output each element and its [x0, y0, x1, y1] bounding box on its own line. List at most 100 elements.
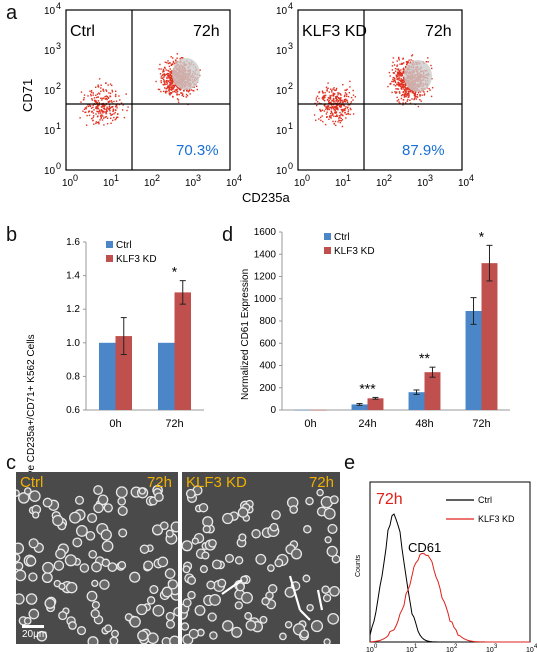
flow-event-dot — [343, 108, 346, 110]
flow-event-dot — [103, 117, 105, 119]
flow-event-dot — [164, 67, 166, 69]
flow-event-dot — [106, 117, 109, 119]
flow-event-dot — [117, 116, 119, 118]
flow-event-dot — [406, 60, 408, 63]
flow-event-dot — [401, 73, 403, 75]
flow-event-dot — [336, 104, 338, 106]
flow-event-dot — [168, 75, 170, 77]
y-tick-label: 1400 — [254, 249, 277, 260]
flow-event-dot — [328, 107, 330, 109]
flow-label-kd: KLF3 KD — [302, 23, 367, 40]
flow-event-dot — [337, 121, 339, 123]
flow-event-dot — [174, 62, 176, 65]
flow-event-dot — [403, 79, 405, 81]
flow-event-dot — [107, 97, 110, 99]
flow-event-dot — [91, 111, 93, 113]
legend-label-ctrl: Ctrl — [478, 495, 492, 505]
flow-event-dot — [396, 84, 398, 86]
arrow-indicator — [288, 575, 302, 611]
flow-event-dot — [115, 93, 117, 96]
flow-event-dot — [100, 112, 102, 114]
cell — [326, 545, 338, 558]
flow-event-dot — [333, 115, 335, 117]
flow-event-dot — [349, 86, 351, 88]
flow-event-dot — [163, 73, 165, 75]
flow-event-dot — [398, 56, 400, 59]
flow-event-dot — [388, 71, 391, 74]
flow-event-dot — [189, 93, 191, 95]
panel-b-bar-chart: Positive CD235a+/CD71+ K562 Cells 0.6 0.8… — [26, 237, 204, 500]
legend-swatch — [106, 255, 113, 262]
flow-event-dot — [86, 114, 88, 117]
flow-event-dot — [97, 111, 99, 113]
legend-label-kd: KLF3 KD — [478, 514, 515, 524]
flow-event-dot — [397, 99, 400, 101]
cell — [18, 492, 30, 504]
flow-event-dot — [176, 85, 178, 88]
flow-event-dot — [352, 99, 354, 101]
flow-event-dot — [111, 91, 114, 93]
flow-event-dot — [176, 92, 178, 94]
x-tick-label: 72h — [165, 418, 183, 430]
cell — [290, 548, 303, 560]
flow-event-dot — [395, 88, 397, 90]
flow-event-dot — [116, 105, 118, 107]
flow-event-dot — [339, 99, 342, 102]
flow-event-dot — [399, 63, 401, 65]
flow-event-dot — [111, 101, 113, 103]
flow-event-dot — [344, 100, 346, 102]
flow-event-dot — [123, 116, 126, 119]
flow-event-dot — [85, 108, 87, 110]
cell — [75, 524, 88, 537]
flow-event-dot — [335, 100, 337, 102]
cell — [76, 626, 87, 636]
flow-event-dot — [331, 91, 333, 93]
flow-event-dot — [392, 78, 394, 81]
flow-event-dot — [314, 102, 316, 105]
flow-event-dot — [398, 70, 400, 72]
flow-event-dot — [113, 100, 115, 103]
cell — [323, 638, 331, 644]
flow-event-dot — [115, 104, 117, 106]
flow-x-tick-exponent: 1 — [114, 173, 119, 183]
bar-ctrl — [294, 409, 311, 411]
flow-event-dot — [115, 117, 117, 120]
flow-plot-kd-frame — [297, 9, 463, 171]
flow-event-dot — [337, 92, 339, 94]
histogram-x-tick-exponent: 0 — [374, 644, 378, 650]
flow-event-dot — [166, 87, 168, 90]
flow-event-dot — [401, 86, 403, 88]
cell — [321, 585, 330, 594]
flow-event-dot — [397, 78, 399, 81]
flow-event-dot — [410, 59, 412, 61]
flow-event-dot — [186, 90, 188, 92]
flow-event-dot — [173, 86, 176, 88]
flow-event-dot — [398, 59, 400, 61]
flow-event-dot — [102, 97, 104, 100]
flow-event-dot — [333, 93, 335, 95]
cell — [323, 507, 336, 520]
panel-a-flow-plots: Ctrl 72h 70.3% KLF3 KD 72h 87.9% CD71 CD… — [20, 1, 474, 205]
flow-event-dot — [168, 87, 171, 89]
cell — [157, 556, 169, 568]
flow-event-dot — [350, 101, 352, 103]
flow-event-dot — [391, 91, 393, 94]
cell — [188, 628, 199, 640]
flow-event-dot — [155, 80, 157, 83]
flow-event-dot — [397, 83, 399, 85]
flow-event-dot — [114, 119, 116, 121]
micrograph-ctrl-cells — [16, 484, 178, 644]
flow-event-dot — [196, 88, 198, 91]
flow-event-dot — [102, 104, 104, 106]
flow-event-dot — [92, 104, 94, 106]
flow-event-dot — [335, 87, 338, 90]
flow-event-dot — [411, 91, 413, 94]
cell — [284, 620, 293, 629]
flow-event-dot — [94, 99, 96, 102]
flow-event-dot — [159, 73, 162, 75]
flow-event-dot — [169, 68, 171, 70]
flow-event-dot — [415, 95, 417, 98]
micrograph-ctrl: Ctrl 72h 20μm — [16, 472, 178, 644]
flow-event-dot — [171, 63, 173, 65]
flow-event-dot — [82, 99, 85, 101]
